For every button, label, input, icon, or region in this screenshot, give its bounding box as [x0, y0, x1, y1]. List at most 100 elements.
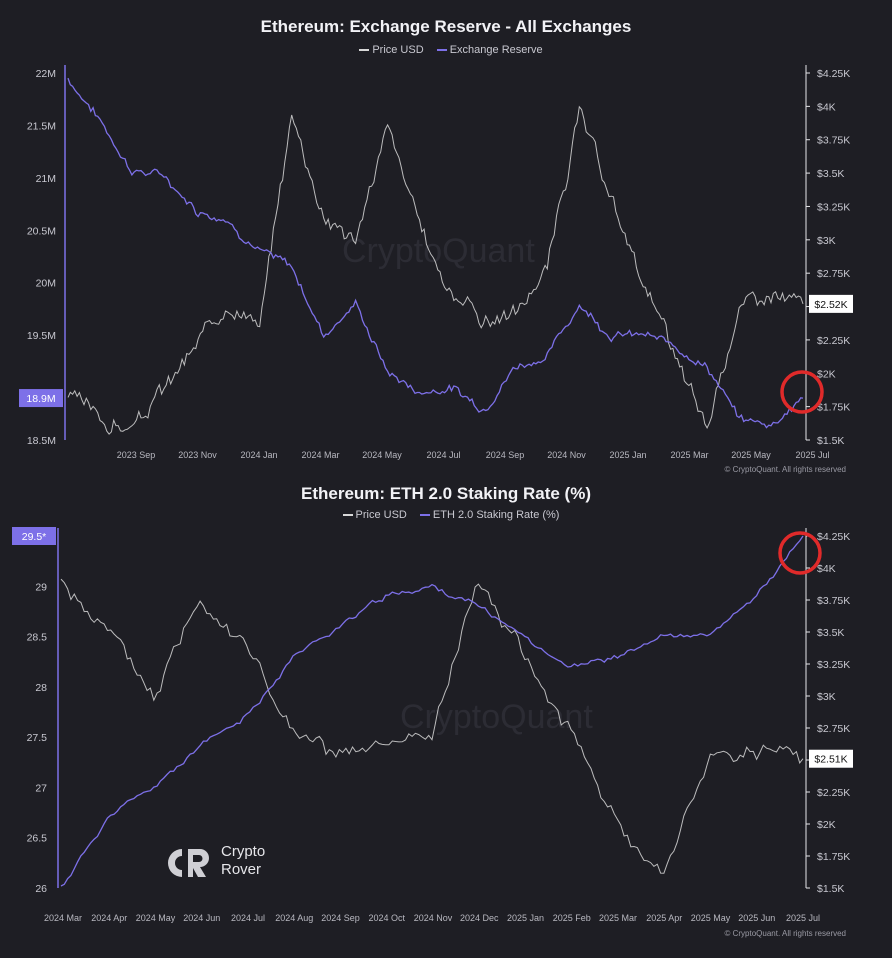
- x-tick-label: 2024 Nov: [547, 450, 586, 460]
- series-line-price: [67, 105, 804, 435]
- series-line-staking-rate: [60, 535, 804, 887]
- right-tick-label: $3K: [817, 691, 836, 703]
- right-current-value-badge: $2.51K: [809, 749, 853, 768]
- left-tick-label: 20.5M: [27, 225, 56, 237]
- chart-legend: Price USD ETH 2.0 Staking Rate (%): [0, 509, 892, 521]
- left-tick-label: 22M: [36, 68, 56, 80]
- x-tick-label: 2024 Jul: [426, 450, 460, 460]
- x-tick-label: 2025 Jul: [795, 450, 829, 460]
- right-tick-label: $3.5K: [817, 168, 844, 180]
- chart-title: Ethereum: Exchange Reserve - All Exchang…: [260, 17, 632, 36]
- left-tick-label: 27: [35, 782, 47, 794]
- right-tick-label: $1.75K: [817, 851, 850, 863]
- left-tick-label: 20M: [36, 278, 56, 290]
- right-tick-label: $3K: [817, 235, 836, 247]
- x-tick-label: 2024 Jun: [183, 913, 220, 923]
- x-tick-label: 2025 Mar: [599, 913, 637, 923]
- x-tick-label: 2024 Jul: [231, 913, 265, 923]
- right-tick-label: $2.25K: [817, 787, 850, 799]
- logo-text: Crypto Rover: [221, 843, 265, 879]
- right-current-value-bg: [809, 294, 853, 313]
- x-tick-label: 2025 Feb: [553, 913, 591, 923]
- right-tick-label: $2K: [817, 819, 836, 831]
- x-tick-label: 2023 Sep: [117, 450, 156, 460]
- right-tick-label: $2.75K: [817, 268, 850, 280]
- right-tick-label: $1.5K: [817, 435, 844, 447]
- right-current-value-badge: $2.52K: [809, 294, 853, 313]
- x-tick-label: 2025 Jun: [738, 913, 775, 923]
- left-tick-label: 29: [35, 581, 47, 593]
- watermark: CryptoQuant: [342, 232, 535, 270]
- legend-swatch-staking: [419, 514, 430, 517]
- series-line-exchange-reserve: [67, 77, 804, 429]
- staking-rate-chart-panel: Ethereum: ETH 2.0 Staking Rate (%) Price…: [0, 480, 892, 958]
- x-tick-label: 2024 Aug: [275, 913, 313, 923]
- right-tick-label: $4K: [817, 563, 836, 575]
- left-current-value-badge: 29.5*: [12, 527, 56, 545]
- chart-title: Ethereum: ETH 2.0 Staking Rate (%): [300, 484, 591, 503]
- x-tick-label: 2025 May: [691, 913, 731, 923]
- x-tick-label: 2025 Jan: [609, 450, 646, 460]
- x-tick-label: 2025 Jan: [507, 913, 544, 923]
- legend-item-price[interactable]: Price USD: [355, 509, 407, 521]
- right-tick-label: $3.25K: [817, 659, 850, 671]
- x-tick-label: 2024 May: [362, 450, 402, 460]
- x-tick-label: 2024 Sep: [321, 913, 360, 923]
- x-tick-label: 2024 Mar: [44, 913, 82, 923]
- left-tick-label: 26: [35, 883, 47, 895]
- x-tick-label: 2024 Mar: [301, 450, 339, 460]
- left-tick-label: 28.5: [27, 632, 48, 644]
- x-tick-label: 2025 May: [731, 450, 771, 460]
- left-current-value-bg: [19, 389, 63, 408]
- right-tick-label: $4.25K: [817, 68, 850, 80]
- right-tick-label: $2.25K: [817, 335, 850, 347]
- x-tick-label: 2024 Apr: [91, 913, 127, 923]
- right-tick-label: $3.75K: [817, 595, 850, 607]
- left-current-value-text: 18.9M: [26, 393, 55, 405]
- left-tick-label: 26.5: [27, 833, 48, 845]
- x-tick-label: 2024 Dec: [460, 913, 499, 923]
- exchange-reserve-chart-panel: Ethereum: Exchange Reserve - All Exchang…: [0, 17, 892, 56]
- legend-item-reserve[interactable]: Exchange Reserve: [449, 44, 543, 56]
- copyright-footer: © CryptoQuant. All rights reserved: [725, 929, 847, 938]
- right-tick-label: $2K: [817, 368, 836, 380]
- left-current-value-badge: 18.9M: [19, 389, 63, 408]
- left-tick-label: 28: [35, 682, 47, 694]
- highlight-circle: [780, 370, 824, 414]
- legend-item-staking[interactable]: ETH 2.0 Staking Rate (%): [432, 509, 560, 521]
- left-tick-label: 18.5M: [27, 435, 56, 447]
- chart-legend: Price USD Exchange Reserve: [0, 44, 892, 56]
- right-tick-label: $3.25K: [817, 201, 850, 213]
- right-tick-label: $1.75K: [817, 402, 850, 414]
- x-tick-label: 2024 Sep: [486, 450, 525, 460]
- crypto-rover-logo-icon: [168, 849, 209, 877]
- right-current-value-bg: [809, 749, 853, 768]
- legend-swatch-price: [359, 49, 370, 52]
- highlight-circle: [778, 531, 822, 575]
- left-current-value-bg: [12, 527, 56, 545]
- x-tick-label: 2024 May: [136, 913, 176, 923]
- logo-line-1: Crypto: [221, 843, 266, 860]
- legend-swatch-price: [342, 514, 353, 517]
- x-tick-label: 2024 Jan: [240, 450, 277, 460]
- left-tick-label: 21M: [36, 173, 56, 185]
- x-tick-label: 2025 Mar: [670, 450, 708, 460]
- right-current-value-text: $2.52K: [814, 299, 847, 311]
- x-tick-label: 2025 Apr: [646, 913, 682, 923]
- series-line-price: [60, 578, 804, 874]
- copyright-footer: © CryptoQuant. All rights reserved: [725, 465, 847, 474]
- right-tick-label: $4K: [817, 101, 836, 113]
- plot-area-1: CryptoQuant 22M 21.5M 21M 20.5M 20M 19.5M 18.5M…: [19, 65, 853, 474]
- left-current-value-text: 29.5*: [22, 531, 47, 543]
- right-tick-label: $2.75K: [817, 723, 850, 735]
- right-tick-label: $4.25K: [817, 531, 850, 543]
- legend-swatch-reserve: [436, 49, 447, 52]
- logo-line-2: Rover: [221, 861, 262, 878]
- right-tick-label: $3.5K: [817, 627, 844, 639]
- right-tick-label: $3.75K: [817, 135, 850, 147]
- x-tick-label: 2024 Nov: [414, 913, 453, 923]
- x-tick-label: 2024 Oct: [368, 913, 405, 923]
- crypto-rover-logo: Crypto Rover: [162, 843, 282, 883]
- legend-item-price[interactable]: Price USD: [372, 44, 424, 56]
